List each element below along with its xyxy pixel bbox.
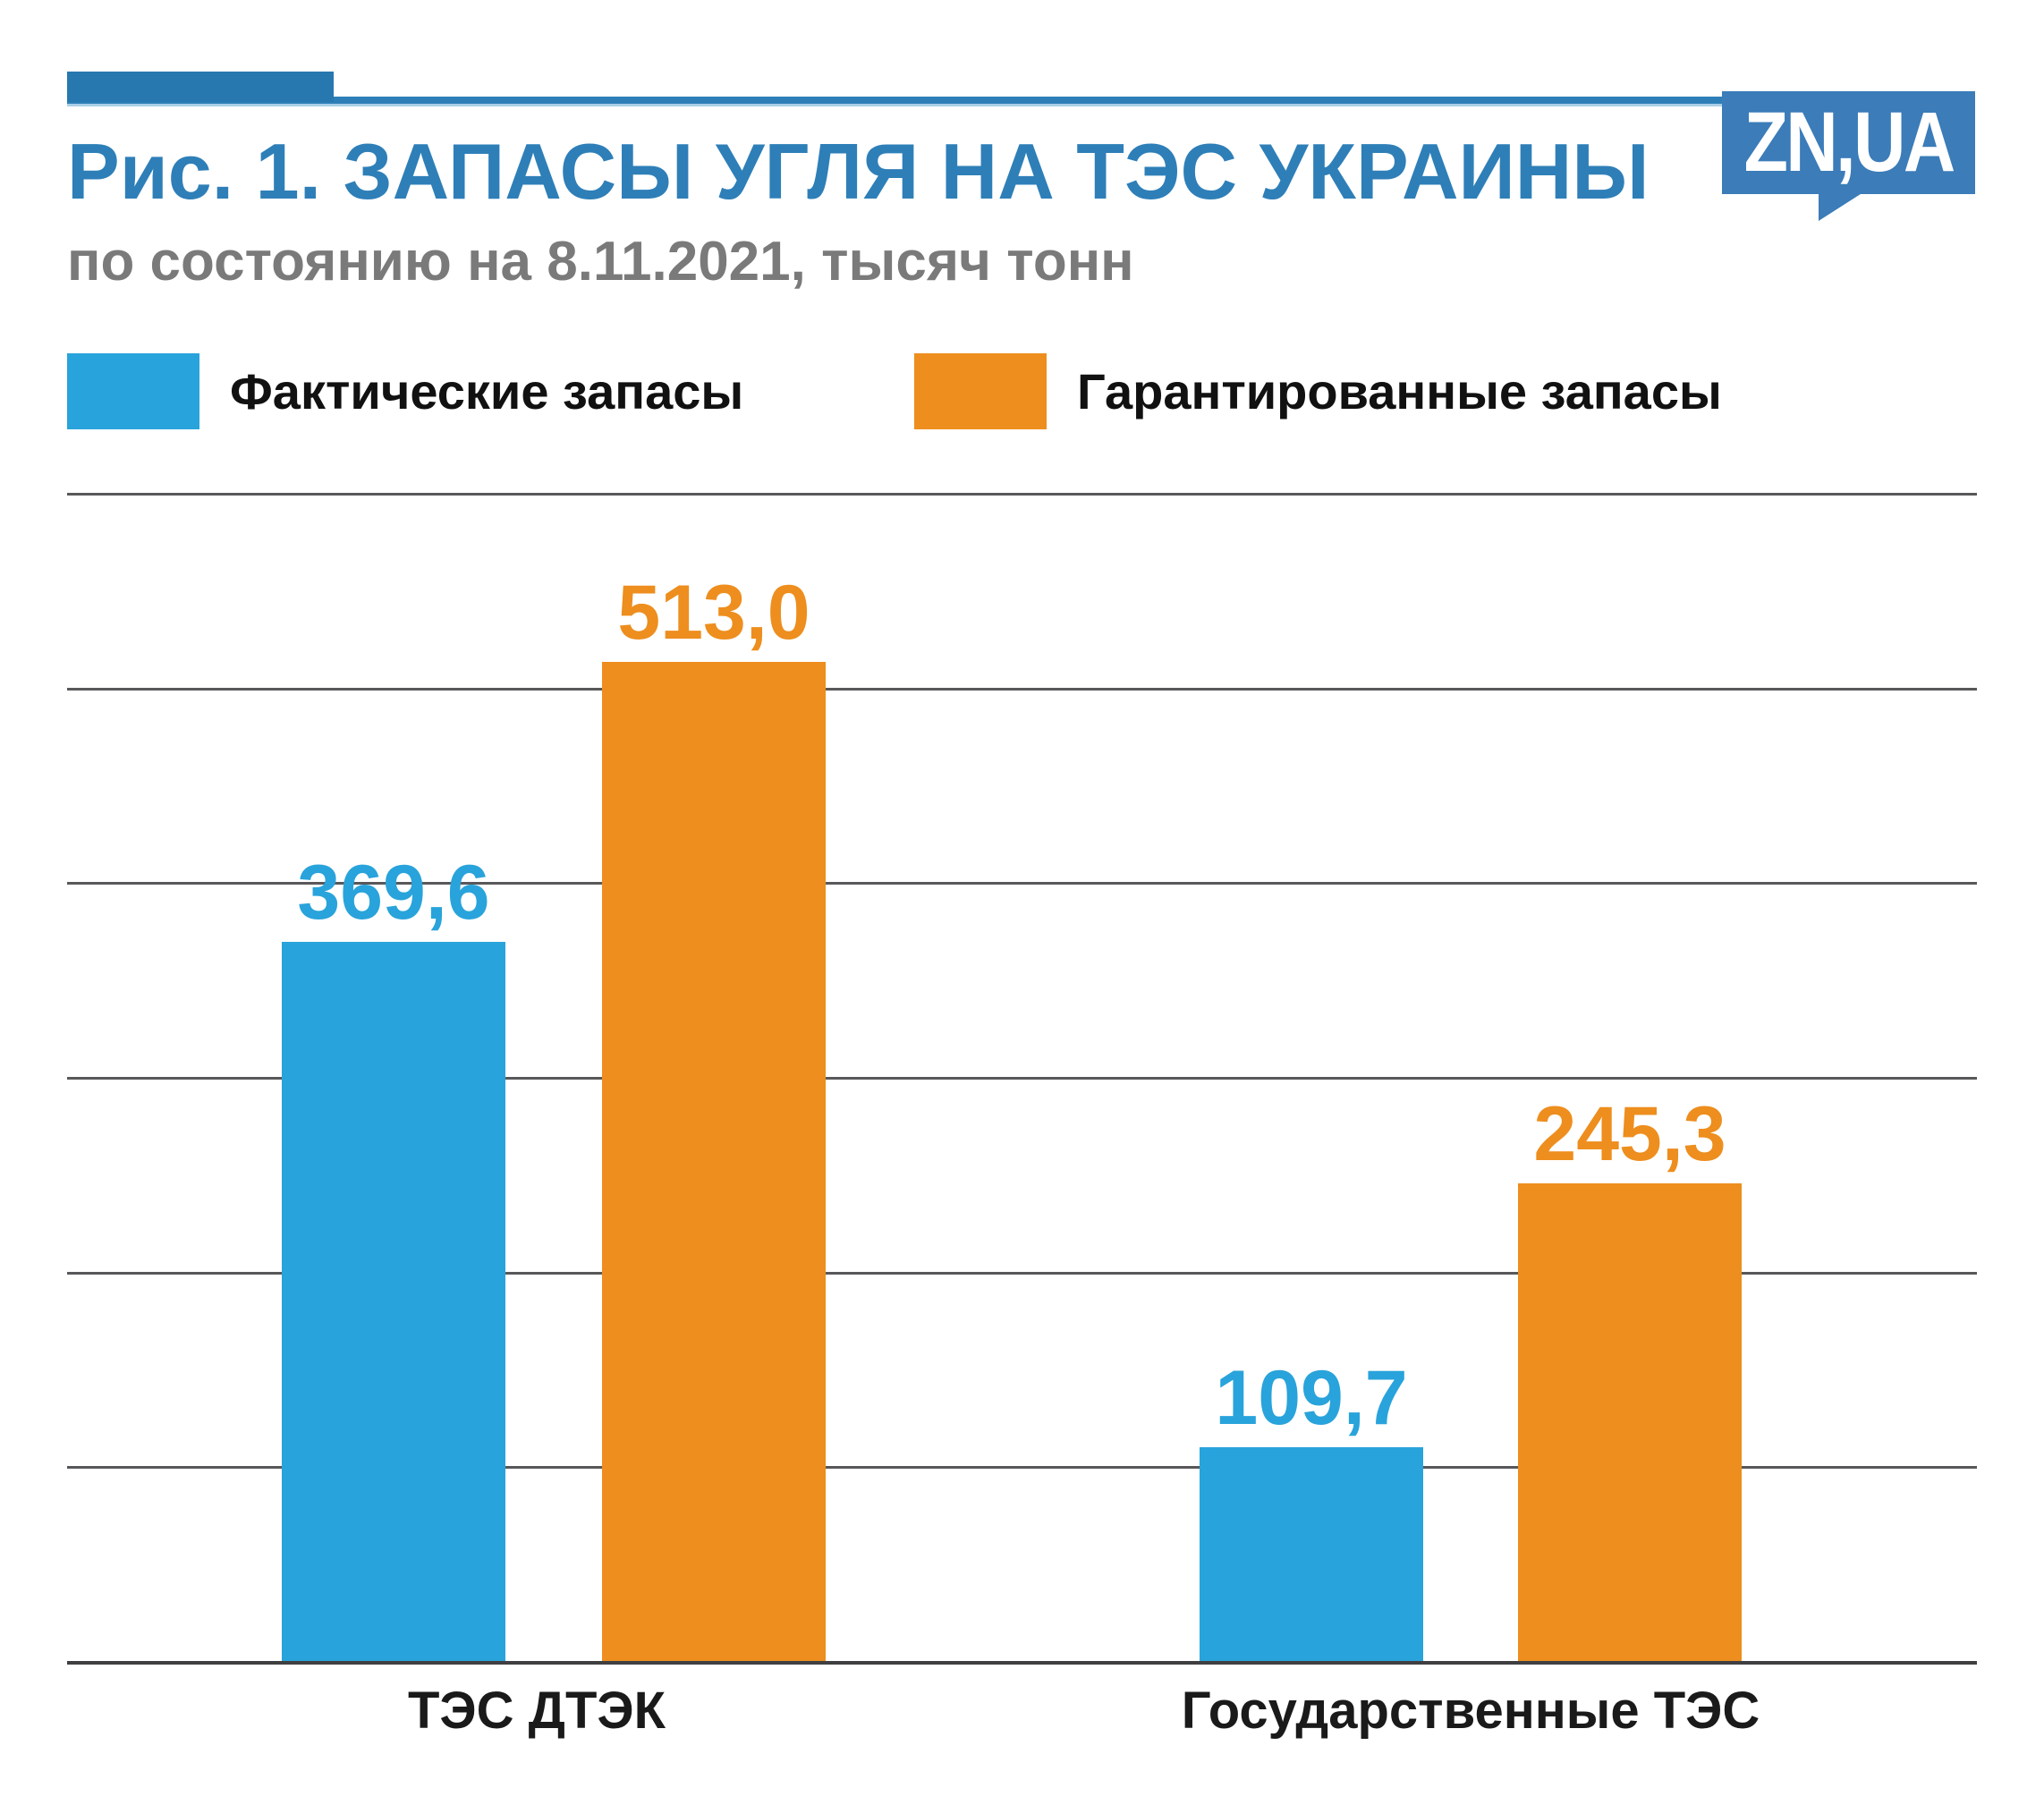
chart-subtitle: по состоянию на 8.11.2021, тысяч тонн bbox=[67, 231, 1134, 292]
legend-swatch-guaranteed-icon bbox=[914, 353, 1047, 429]
gridline-600 bbox=[67, 493, 1977, 496]
bar-guaranteed-0 bbox=[602, 662, 826, 1661]
gridline-200 bbox=[67, 1271, 1977, 1275]
gridline-100 bbox=[67, 1466, 1977, 1470]
header-accent-bar bbox=[67, 72, 334, 102]
gridline-500 bbox=[67, 687, 1977, 691]
category-label-1: Государственные ТЭС bbox=[1181, 1682, 1760, 1740]
znua-logo-tail-icon bbox=[1819, 192, 1863, 221]
value-label-guaranteed-0: 513,0 bbox=[617, 570, 810, 657]
value-label-actual-0: 369,6 bbox=[297, 849, 490, 936]
chart-title: Рис. 1. ЗАПАСЫ УГЛЯ НА ТЭС УКРАИНЫ bbox=[67, 127, 1650, 216]
x-axis-baseline bbox=[67, 1661, 1977, 1665]
gridline-300 bbox=[67, 1077, 1977, 1080]
legend-swatch-actual-icon bbox=[67, 353, 199, 429]
legend-item-actual: Фактические запасы bbox=[67, 353, 743, 429]
znua-logo[interactable]: ZN,UA bbox=[1722, 91, 1975, 221]
bar-actual-1 bbox=[1200, 1447, 1423, 1661]
znua-logo-text: ZN,UA bbox=[1743, 95, 1956, 190]
legend-item-guaranteed: Гарантированные запасы bbox=[914, 353, 1722, 429]
gridline-400 bbox=[67, 882, 1977, 886]
value-label-guaranteed-1: 245,3 bbox=[1533, 1091, 1726, 1178]
category-label-0: ТЭС ДТЭК bbox=[407, 1682, 666, 1740]
value-label-actual-1: 109,7 bbox=[1215, 1355, 1408, 1442]
bar-guaranteed-1 bbox=[1518, 1183, 1742, 1661]
header-rule-shadow bbox=[67, 104, 1975, 106]
legend-label-actual: Фактические запасы bbox=[230, 363, 744, 419]
header-rule-line bbox=[67, 97, 1975, 104]
bar-actual-0 bbox=[282, 941, 505, 1661]
legend-label-guaranteed: Гарантированные запасы bbox=[1077, 363, 1722, 419]
